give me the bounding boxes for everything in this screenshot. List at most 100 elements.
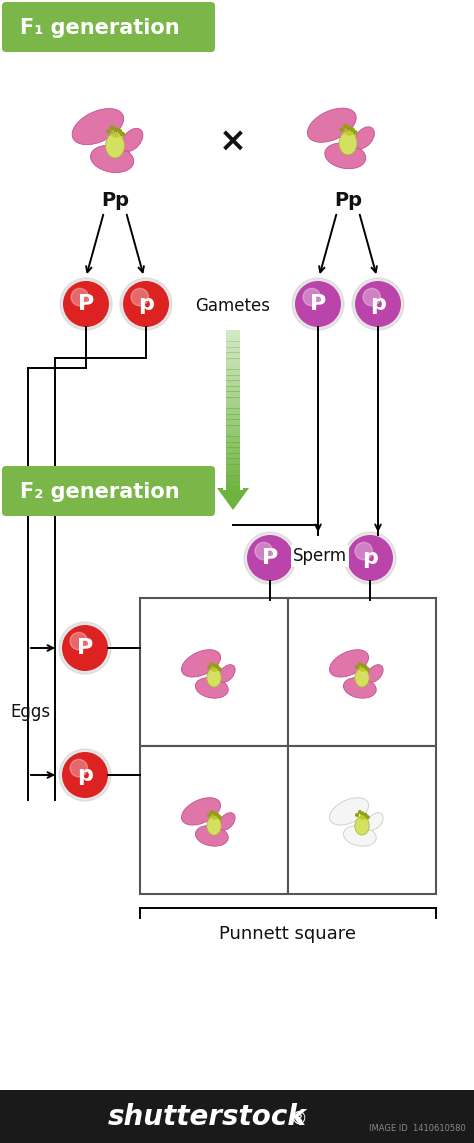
Circle shape <box>247 535 293 581</box>
Bar <box>226 431 240 437</box>
Bar <box>226 419 240 426</box>
Bar <box>226 441 240 448</box>
Circle shape <box>356 665 358 669</box>
Ellipse shape <box>106 134 125 158</box>
Circle shape <box>355 281 401 327</box>
Ellipse shape <box>354 127 374 149</box>
Ellipse shape <box>329 649 369 677</box>
Bar <box>226 375 240 381</box>
Ellipse shape <box>182 649 220 677</box>
Ellipse shape <box>344 678 376 698</box>
Text: Pp: Pp <box>334 191 362 209</box>
Bar <box>226 425 240 431</box>
Circle shape <box>123 281 169 327</box>
Text: Sperm: Sperm <box>293 547 347 565</box>
Bar <box>226 475 240 481</box>
Bar <box>288 598 436 746</box>
Ellipse shape <box>207 816 221 836</box>
Circle shape <box>355 543 373 560</box>
Text: Punnett square: Punnett square <box>219 925 356 943</box>
Circle shape <box>303 288 320 306</box>
Bar <box>226 358 240 365</box>
Circle shape <box>344 531 396 584</box>
Ellipse shape <box>355 669 369 687</box>
Circle shape <box>62 625 108 671</box>
Ellipse shape <box>339 131 357 155</box>
Circle shape <box>63 281 109 327</box>
Circle shape <box>361 664 364 666</box>
Text: Gametes: Gametes <box>195 297 271 315</box>
Circle shape <box>354 130 357 134</box>
Ellipse shape <box>307 109 356 142</box>
Text: P: P <box>310 294 326 314</box>
Circle shape <box>213 813 216 815</box>
Circle shape <box>363 288 381 306</box>
Ellipse shape <box>207 669 221 687</box>
Circle shape <box>70 632 88 650</box>
Bar <box>226 414 240 421</box>
Circle shape <box>216 814 219 816</box>
Text: F₁ generation: F₁ generation <box>20 18 180 38</box>
Circle shape <box>62 752 108 798</box>
Text: Pp: Pp <box>101 191 129 209</box>
Bar <box>226 408 240 415</box>
Circle shape <box>213 664 216 666</box>
Circle shape <box>361 813 364 815</box>
Bar <box>226 336 240 342</box>
Text: shutterstock: shutterstock <box>108 1103 306 1132</box>
Bar <box>226 447 240 454</box>
Circle shape <box>216 665 219 669</box>
Ellipse shape <box>182 798 220 825</box>
Circle shape <box>118 129 121 133</box>
Ellipse shape <box>219 813 235 830</box>
Bar <box>226 437 240 442</box>
Bar <box>226 363 240 370</box>
FancyBboxPatch shape <box>2 466 215 515</box>
Text: p: p <box>362 547 378 568</box>
Ellipse shape <box>367 813 383 830</box>
Circle shape <box>120 278 172 330</box>
Circle shape <box>365 665 367 669</box>
Ellipse shape <box>367 665 383 682</box>
Circle shape <box>59 749 111 801</box>
Text: F₂ generation: F₂ generation <box>20 482 180 502</box>
Bar <box>226 397 240 403</box>
Bar <box>226 341 240 347</box>
Text: P: P <box>77 638 93 658</box>
Circle shape <box>295 281 341 327</box>
Circle shape <box>210 810 213 814</box>
Bar <box>0 1090 474 1143</box>
Bar <box>226 386 240 392</box>
Bar <box>226 470 240 475</box>
Bar <box>226 369 240 376</box>
Ellipse shape <box>329 798 369 825</box>
Circle shape <box>366 668 369 671</box>
Circle shape <box>114 128 118 131</box>
Circle shape <box>208 665 210 669</box>
Circle shape <box>107 129 110 133</box>
Text: p: p <box>77 765 93 785</box>
Ellipse shape <box>325 143 366 169</box>
Circle shape <box>347 535 393 581</box>
Circle shape <box>365 814 367 816</box>
Bar <box>226 464 240 471</box>
Bar <box>226 487 240 493</box>
Ellipse shape <box>72 109 124 145</box>
Bar <box>226 491 240 498</box>
Text: p: p <box>138 294 154 314</box>
Ellipse shape <box>219 665 235 682</box>
FancyBboxPatch shape <box>2 2 215 51</box>
Circle shape <box>358 663 361 665</box>
Bar <box>226 453 240 459</box>
Circle shape <box>208 814 210 816</box>
Text: p: p <box>370 294 386 314</box>
Text: IMAGE ID  1410610580: IMAGE ID 1410610580 <box>369 1124 466 1133</box>
Bar <box>226 346 240 353</box>
Circle shape <box>71 288 89 306</box>
Circle shape <box>110 126 114 129</box>
Circle shape <box>59 622 111 674</box>
Bar <box>226 481 240 487</box>
Bar <box>288 746 436 894</box>
Bar <box>140 598 288 746</box>
Text: P: P <box>78 294 94 314</box>
